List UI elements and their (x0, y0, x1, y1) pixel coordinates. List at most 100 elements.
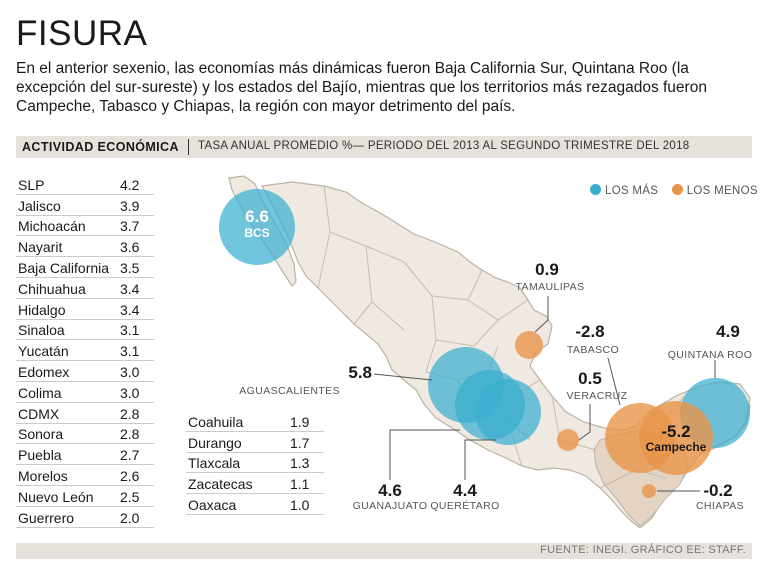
bubble-value-aguascalientes: 5.8 (348, 363, 372, 382)
callout-line-queretaro (464, 439, 496, 480)
state-name: Durango (188, 434, 242, 451)
table-row: Coahuila 1.9 (186, 411, 324, 432)
table-row: CDMX 2.8 (16, 403, 154, 424)
state-value: 3.5 (120, 259, 140, 276)
state-value: 3.0 (120, 363, 140, 380)
table-row: Hidalgo 3.4 (16, 299, 154, 320)
state-name: Nayarit (18, 239, 63, 256)
state-value: 3.6 (120, 239, 140, 256)
state-value: 1.0 (290, 496, 310, 513)
state-name: Nuevo León (18, 488, 94, 505)
state-name: Colima (18, 384, 62, 401)
state-name: Tlaxcala (188, 455, 241, 472)
state-name: Chihuahua (18, 280, 86, 297)
bubble-bcs (219, 189, 295, 265)
page-title: FISURA (16, 14, 148, 53)
table-row: Morelos 2.6 (16, 465, 154, 486)
states-table-right: Coahuila 1.9 Durango 1.7 Tlaxcala 1.3 Zacateca… (186, 411, 324, 515)
state-value: 3.4 (120, 301, 140, 318)
legend: LOS MÁS LOS MENOS (590, 184, 768, 197)
table-row: Chihuahua 3.4 (16, 278, 154, 299)
legend-item-menos: LOS MENOS (671, 184, 758, 197)
table-row: Sonora 2.8 (16, 424, 154, 445)
state-value: 3.9 (120, 197, 140, 214)
bubble-label-veracruz: VERACRUZ (567, 390, 628, 402)
bubble-label-bcs: BCS (244, 226, 269, 240)
state-name: Edomex (18, 363, 70, 380)
band-divider (188, 139, 189, 155)
state-value: 2.8 (120, 405, 140, 422)
state-name: Zacatecas (188, 476, 253, 493)
state-value: 3.1 (120, 343, 140, 360)
bubble-value-guanajuato: 4.6 (378, 481, 402, 500)
state-value: 2.5 (120, 488, 140, 505)
table-row: Zacatecas 1.1 (186, 473, 324, 495)
table-row: Colima 3.0 (16, 382, 154, 403)
bubble-queretaro (475, 379, 541, 445)
bubble-value-campeche: -5.2 (661, 422, 690, 441)
callout-line-aguascalientes (373, 373, 433, 381)
legend-label-mas: LOS MÁS (605, 185, 659, 197)
bubble-label-aguascalientes: AGUASCALIENTES (239, 385, 340, 397)
bubble-veracruz (557, 429, 579, 451)
state-value: 4.2 (120, 176, 140, 193)
bubble-campeche (639, 401, 713, 475)
map-bubbles (219, 189, 750, 498)
band-description: TASA ANUAL PROMEDIO %— PERIODO DEL 2013 … (198, 140, 690, 152)
state-value: 3.0 (120, 384, 140, 401)
state-value: 1.7 (290, 434, 310, 451)
state-name: CDMX (18, 405, 60, 422)
table-row: Edomex 3.0 (16, 361, 154, 382)
callout-line-tabasco (607, 357, 621, 406)
bubble-value-queretaro: 4.4 (453, 481, 477, 500)
table-row: Durango 1.7 (186, 432, 324, 453)
legend-dot-menos (671, 184, 683, 195)
state-value: 1.9 (290, 413, 310, 430)
state-value: 3.1 (120, 322, 140, 339)
bubble-label-guanajuato: GUANAJUATO (353, 500, 428, 512)
bubble-label-tabasco: TABASCO (567, 344, 619, 356)
state-name: Michoacán (18, 218, 86, 235)
state-value: 1.3 (290, 455, 310, 472)
table-row: Baja California 3.5 (16, 257, 154, 278)
bubble-label-chiapas: CHIAPAS (696, 500, 744, 512)
table-row: Yucatán 3.1 (16, 340, 154, 362)
state-name: Coahuila (188, 413, 244, 430)
table-row: Sinaloa 3.1 (16, 320, 154, 341)
state-value: 2.8 (120, 426, 140, 443)
bubble-label-campeche: Campeche (646, 440, 707, 454)
state-name: Sinaloa (18, 322, 65, 339)
state-name: Yucatán (18, 343, 69, 360)
page-subtitle: En el anterior sexenio, las economías má… (16, 60, 707, 115)
table-row: Puebla 2.7 (16, 444, 154, 466)
states-table-left: SLP 4.2 Jalisco 3.9 Michoacán 3.7 Nayarit 3.6 Ba… (16, 174, 154, 528)
bubble-value-quintana-roo: 4.9 (716, 322, 740, 341)
state-value: 1.1 (290, 476, 310, 493)
table-row: Tlaxcala 1.3 (186, 453, 324, 474)
table-row: Guerrero 2.0 (16, 507, 154, 528)
bubble-label-tamaulipas: TAMAULIPAS (516, 281, 585, 293)
band-label: ACTIVIDAD ECONÓMICA (22, 140, 179, 154)
state-name: Oaxaca (188, 496, 237, 513)
table-row: Michoacán 3.7 (16, 216, 154, 237)
table-row: Oaxaca 1.0 (186, 494, 324, 515)
bubble-value-veracruz: 0.5 (578, 369, 602, 388)
legend-dot-mas (590, 184, 601, 195)
callout-line-veracruz (578, 404, 591, 441)
bubble-value-tamaulipas: 0.9 (535, 260, 559, 279)
bubble-label-queretaro: QUERÉTARO (430, 499, 499, 512)
state-value: 2.6 (120, 467, 140, 484)
state-value: 2.0 (120, 509, 140, 526)
state-name: Guerrero (18, 509, 75, 526)
callout-line-guanajuato (389, 429, 460, 480)
table-row: Nayarit 3.6 (16, 236, 154, 258)
legend-label-menos: LOS MENOS (686, 185, 758, 197)
state-value: 3.4 (120, 280, 140, 297)
bubble-value-chiapas: -0.2 (703, 481, 732, 500)
bubble-value-tabasco: -2.8 (575, 322, 604, 341)
state-name: SLP (18, 176, 45, 193)
state-name: Hidalgo (18, 301, 66, 318)
state-name: Morelos (18, 467, 68, 484)
